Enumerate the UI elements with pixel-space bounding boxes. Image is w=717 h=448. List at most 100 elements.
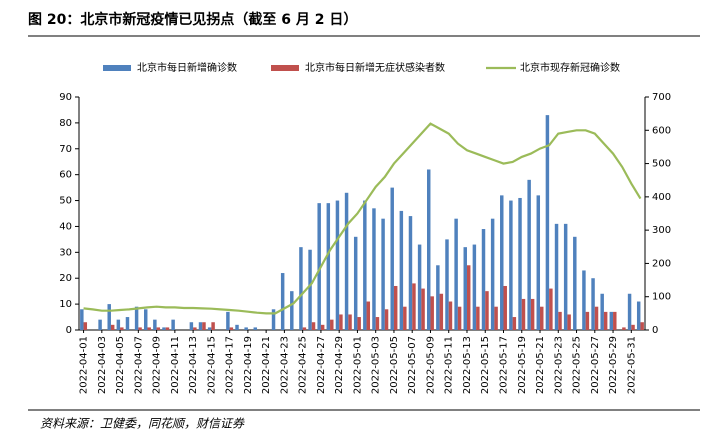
bar — [120, 327, 124, 330]
y-tick-label: 70 — [59, 144, 72, 155]
bar — [490, 218, 495, 330]
x-tick-label: 2022-05-13 — [462, 336, 473, 394]
bar — [439, 293, 444, 330]
bar — [280, 273, 285, 330]
bar — [417, 244, 422, 330]
x-tick-label: 2022-05-03 — [371, 336, 382, 394]
x-tick-label: 2022-05-09 — [425, 336, 436, 394]
bar — [330, 319, 334, 330]
bar — [567, 314, 571, 330]
bar — [530, 298, 535, 330]
y-tick-label: 60 — [59, 170, 72, 181]
x-tick-label: 2022-05-07 — [407, 336, 418, 394]
y-tick-label: 40 — [59, 221, 72, 232]
bar — [253, 327, 258, 330]
bar — [436, 265, 440, 330]
bar — [503, 285, 507, 330]
bar — [156, 327, 161, 330]
bar — [448, 301, 453, 330]
bar — [363, 200, 367, 330]
bar — [390, 187, 394, 330]
bar — [147, 327, 151, 330]
legend-label: 北京市现存新冠确诊数 — [520, 61, 620, 74]
bar — [627, 293, 632, 330]
x-tick-label: 2022-05-29 — [608, 336, 619, 394]
bar — [198, 322, 203, 330]
bar — [600, 293, 604, 330]
bar — [591, 278, 595, 330]
x-tick-label: 2022-05-21 — [535, 336, 546, 394]
bar — [558, 311, 562, 330]
bar — [165, 327, 170, 330]
bar — [426, 169, 431, 330]
x-tick-label: 2022-04-01 — [79, 336, 90, 394]
bar — [636, 301, 641, 330]
bar — [603, 311, 608, 330]
x-tick-label: 2022-04-11 — [170, 336, 181, 394]
bar — [631, 324, 635, 330]
bar — [207, 327, 212, 330]
bar — [98, 319, 102, 330]
bar — [162, 327, 166, 330]
y2-tick-label: 300 — [652, 225, 671, 236]
y2-tick-label: 500 — [652, 159, 671, 170]
y2-tick-label: 0 — [652, 325, 658, 336]
bar — [408, 216, 413, 330]
bar — [317, 203, 321, 330]
x-tick-label: 2022-04-19 — [243, 336, 254, 394]
y-tick-label: 20 — [59, 273, 72, 284]
x-tick-label: 2022-05-11 — [444, 336, 455, 394]
bar — [80, 309, 84, 330]
bar — [466, 265, 471, 330]
bar — [193, 327, 197, 330]
bar — [536, 195, 541, 330]
y-tick-label: 0 — [66, 325, 72, 336]
bar — [357, 317, 361, 330]
bar — [171, 319, 175, 330]
bar — [457, 306, 462, 330]
bar — [454, 218, 458, 330]
bar — [445, 239, 449, 330]
chart-title: 图 20：北京市新冠疫情已见拐点（截至 6 月 2 日） — [28, 11, 357, 28]
bar — [412, 283, 416, 330]
bar — [302, 327, 307, 330]
bar — [290, 291, 294, 330]
bar — [527, 179, 531, 330]
x-tick-label: 2022-05-19 — [517, 336, 528, 394]
x-tick-label: 2022-04-25 — [298, 336, 309, 394]
y2-tick-label: 400 — [652, 192, 671, 203]
bar — [485, 291, 489, 330]
bar — [563, 223, 568, 330]
bar — [226, 311, 230, 330]
x-tick-label: 2022-05-23 — [553, 336, 564, 394]
bar — [500, 195, 504, 330]
bar — [344, 192, 349, 330]
x-tick-label: 2022-04-09 — [152, 336, 163, 394]
bar — [622, 327, 626, 330]
x-tick-label: 2022-05-17 — [499, 336, 510, 394]
bar — [463, 247, 467, 330]
x-tick-label: 2022-04-07 — [133, 336, 144, 394]
x-tick-label: 2022-04-29 — [334, 336, 345, 394]
legend-swatch — [103, 65, 131, 71]
x-tick-label: 2022-05-05 — [389, 336, 400, 394]
bar — [153, 319, 157, 330]
bar — [138, 327, 142, 330]
bar — [366, 301, 371, 330]
bar — [320, 324, 325, 330]
y-tick-label: 50 — [59, 196, 72, 207]
bar — [481, 229, 486, 330]
bar — [335, 200, 340, 330]
bar — [211, 322, 215, 330]
bar — [403, 306, 407, 330]
bar — [372, 208, 376, 330]
x-tick-label: 2022-04-17 — [225, 336, 236, 394]
x-tick-label: 2022-04-23 — [279, 336, 290, 394]
bar — [430, 296, 434, 330]
bar — [134, 306, 139, 330]
bar — [375, 317, 380, 330]
bar — [399, 210, 404, 330]
bar — [540, 306, 544, 330]
bar — [512, 317, 517, 330]
